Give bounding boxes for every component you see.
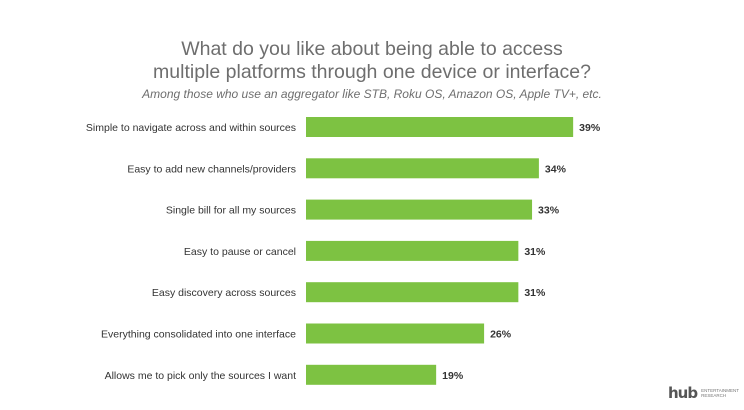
category-label: Everything consolidated into one interfa… [101,329,296,341]
category-label: Easy to add new channels/providers [127,163,296,175]
logo-text-line-1: ENTERTAINMENT [701,388,739,393]
value-label: 34% [545,163,567,175]
bar [306,282,519,303]
hub-logo: hub ENTERTAINMENT RESEARCH [668,384,739,402]
category-label: Simple to navigate across and within sou… [86,122,296,134]
chart-title-line-1: What do you like about being able to acc… [181,38,563,60]
logo-text: ENTERTAINMENT RESEARCH [701,388,739,398]
category-label: Single bill for all my sources [166,205,296,217]
value-label: 26% [490,329,512,341]
bar [306,240,519,261]
value-label: 31% [524,287,546,299]
bar [306,117,574,137]
value-label: 19% [442,370,464,382]
chart-subtitle: Among those who use an aggregator like S… [142,87,602,101]
logo-mark: hub [668,384,698,402]
category-label: Easy to pause or cancel [184,246,296,258]
value-label: 31% [524,246,546,258]
logo-text-line-2: RESEARCH [701,393,727,398]
bar [306,199,533,220]
bar [306,158,539,179]
chart-title: What do you like about being able to acc… [0,38,744,84]
chart-title-line-2: multiple platforms through one device or… [153,61,591,83]
category-label: Easy discovery across sources [152,287,296,299]
category-label: Allows me to pick only the sources I wan… [105,370,296,382]
bar [306,364,437,385]
bar [306,323,485,344]
value-label: 33% [538,205,560,217]
value-label: 39% [579,122,601,134]
